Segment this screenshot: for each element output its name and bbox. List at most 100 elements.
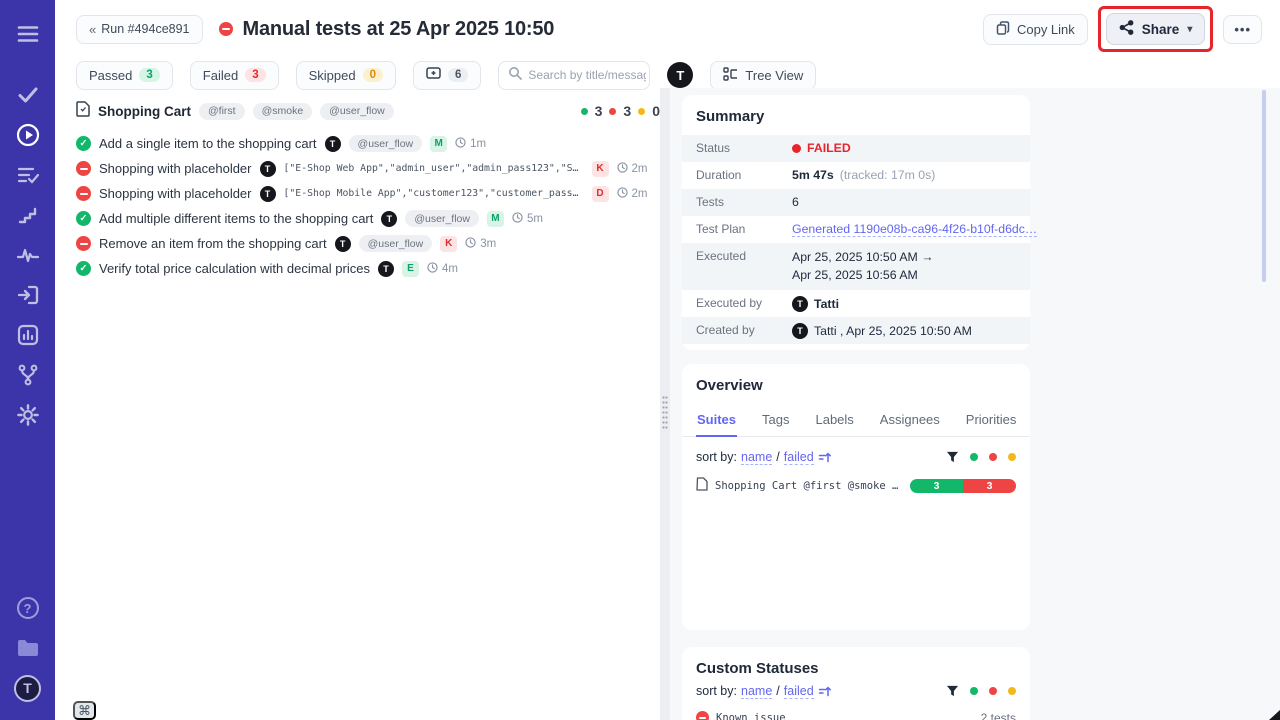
sort-by-failed-link[interactable]: failed [783,449,814,465]
tree-view-button[interactable]: Tree View [710,60,817,90]
test-row[interactable]: Add multiple different items to the shop… [76,206,660,231]
menu-icon[interactable] [0,14,55,54]
test-parameters: ["E-Shop Web App","admin_user","admin_pa… [283,163,584,174]
passed-filter-dot[interactable] [970,687,978,696]
share-button[interactable]: Share ▾ [1105,13,1206,45]
failed-dot-icon [609,107,617,115]
right-scrollbar-thumb[interactable] [1262,90,1266,282]
skipped-filter-dot[interactable] [1008,687,1016,696]
test-tag[interactable]: @user_flow [358,235,433,252]
copy-link-button[interactable]: Copy Link [982,13,1088,45]
sidebar: ? T [0,0,55,720]
passed-dot-icon [580,107,588,115]
pulse-icon[interactable] [0,235,55,275]
passed-count-badge: 3 [139,68,160,82]
test-row[interactable]: Shopping with placeholder T ["E-Shop Mob… [76,181,660,206]
comments-count-badge: 6 [448,68,469,82]
tests-check-icon[interactable] [0,75,55,115]
test-passed-icon [76,211,91,226]
sort-direction-icon[interactable] [818,685,831,698]
filter-failed-button[interactable]: Failed 3 [189,60,279,90]
passed-filter-dot[interactable] [970,453,978,462]
help-icon[interactable]: ? [0,588,55,628]
test-plan-link[interactable]: Generated 1190e08b-ca96-4f26-b10f-d6dc… [792,222,1038,237]
summary-title: Summary [696,108,765,125]
clock-icon [427,261,438,276]
tree-view-icon [723,66,738,84]
clock-icon [512,211,523,226]
projects-folder-icon[interactable] [0,628,55,668]
clock-icon [455,136,466,151]
suite-tag[interactable]: @first [199,102,245,120]
share-icon [1119,20,1134,38]
filter-passed-button[interactable]: Passed 3 [76,60,173,90]
failed-filter-dot[interactable] [989,687,997,696]
settings-gear-icon[interactable] [0,395,55,435]
label-badge: D [591,185,609,202]
passed-bar-segment: 3 [910,479,963,494]
known-issue-icon [696,711,709,720]
test-row[interactable]: Shopping with placeholder T ["E-Shop Web… [76,156,660,181]
test-list: Shopping Cart @first @smoke @user_flow 3… [76,100,660,281]
suite-name[interactable]: Shopping Cart [98,103,191,119]
analytics-icon[interactable] [0,315,55,355]
filter-skipped-button[interactable]: Skipped 0 [295,60,396,90]
failed-filter-dot[interactable] [989,453,997,462]
tab-tags[interactable]: Tags [762,411,790,427]
assignee-avatar-filter[interactable]: T [667,62,694,88]
suite-header[interactable]: Shopping Cart @first @smoke @user_flow 3… [76,100,660,122]
resize-grip-icon [662,395,668,431]
funnel-filter-icon[interactable] [946,685,959,697]
test-parameters: ["E-Shop Mobile App","customer123","cust… [283,188,584,199]
annotation-highlight-box: Share ▾ [1097,6,1214,52]
more-options-button[interactable]: ••• [1223,14,1262,44]
comment-plus-icon [426,66,441,84]
sort-by-name-link[interactable]: name [741,683,773,699]
suite-progress-bar[interactable]: 3 3 [910,479,1016,494]
assignee-avatar: T [334,235,351,252]
suite-tag[interactable]: @user_flow [320,102,394,120]
sort-by-name-link[interactable]: name [741,449,773,465]
chevron-down-icon[interactable]: ▾ [1187,23,1193,35]
comments-filter-button[interactable]: 6 [413,60,482,90]
failed-dot-icon [792,143,801,153]
suite-tag[interactable]: @smoke [252,102,313,120]
test-row[interactable]: Remove an item from the shopping cart T … [76,231,660,256]
tab-suites[interactable]: Suites [696,406,738,437]
test-plans-icon[interactable] [0,155,55,195]
pane-resize-divider[interactable] [660,88,670,720]
runs-play-icon[interactable] [0,115,55,155]
assignee-avatar: T [324,135,341,152]
custom-status-row[interactable]: Known issue 2 tests [682,707,1030,720]
steps-icon[interactable] [0,195,55,235]
skipped-filter-dot[interactable] [1008,453,1016,462]
sort-direction-icon[interactable] [818,451,831,464]
label-badge: E [401,260,419,277]
assignee-avatar: T [259,185,276,202]
back-to-run-button[interactable]: « Run #494ce891 [76,14,203,44]
funnel-filter-icon[interactable] [946,451,959,463]
branches-icon[interactable] [0,355,55,395]
copy-icon [996,20,1010,38]
keyboard-shortcuts-button[interactable]: ⌘ [73,701,96,720]
user-avatar: T [792,295,808,312]
test-row[interactable]: Verify total price calculation with deci… [76,256,660,281]
mouse-cursor [1269,710,1280,720]
overview-sort-row: sort by: name / failed [682,437,1030,473]
tab-assignees[interactable]: Assignees [879,411,940,427]
search-input[interactable] [528,68,647,82]
workspace-logo[interactable]: T [0,668,55,708]
test-passed-icon [76,136,91,151]
label-badge: K [440,235,458,252]
suite-file-icon [696,477,708,496]
test-row[interactable]: Add a single item to the shopping cart T… [76,131,660,156]
suite-file-icon [76,100,90,122]
tab-priorities[interactable]: Priorities [965,411,1017,427]
test-tag[interactable]: @user_flow [405,210,479,227]
sort-by-failed-link[interactable]: failed [783,683,814,699]
overview-suite-row[interactable]: Shopping Cart @first @smoke … 3 3 [682,473,1030,500]
test-tag[interactable]: @user_flow [348,135,423,152]
import-icon[interactable] [0,275,55,315]
test-failed-icon [76,186,91,201]
tab-labels[interactable]: Labels [815,411,854,427]
